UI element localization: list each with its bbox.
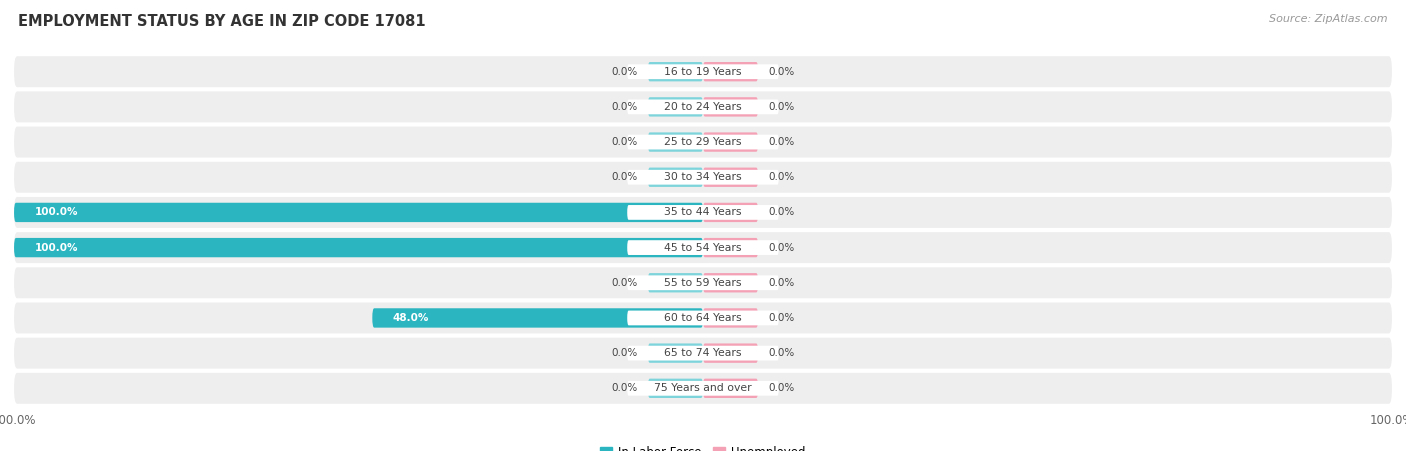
- Text: 0.0%: 0.0%: [769, 137, 794, 147]
- Text: 55 to 59 Years: 55 to 59 Years: [664, 278, 742, 288]
- FancyBboxPatch shape: [14, 267, 1392, 298]
- Text: EMPLOYMENT STATUS BY AGE IN ZIP CODE 17081: EMPLOYMENT STATUS BY AGE IN ZIP CODE 170…: [18, 14, 426, 28]
- Text: Source: ZipAtlas.com: Source: ZipAtlas.com: [1270, 14, 1388, 23]
- Text: 45 to 54 Years: 45 to 54 Years: [664, 243, 742, 253]
- FancyBboxPatch shape: [627, 381, 779, 396]
- Text: 30 to 34 Years: 30 to 34 Years: [664, 172, 742, 182]
- FancyBboxPatch shape: [627, 64, 779, 79]
- Text: 16 to 19 Years: 16 to 19 Years: [664, 67, 742, 77]
- FancyBboxPatch shape: [14, 92, 1392, 122]
- Text: 0.0%: 0.0%: [612, 172, 637, 182]
- FancyBboxPatch shape: [648, 97, 703, 116]
- FancyBboxPatch shape: [627, 240, 779, 255]
- Text: 35 to 44 Years: 35 to 44 Years: [664, 207, 742, 217]
- FancyBboxPatch shape: [14, 162, 1392, 193]
- FancyBboxPatch shape: [627, 276, 779, 290]
- FancyBboxPatch shape: [703, 344, 758, 363]
- Text: 75 Years and over: 75 Years and over: [654, 383, 752, 393]
- Text: 0.0%: 0.0%: [769, 172, 794, 182]
- FancyBboxPatch shape: [14, 338, 1392, 368]
- Text: 0.0%: 0.0%: [769, 313, 794, 323]
- Text: 0.0%: 0.0%: [769, 243, 794, 253]
- Text: 0.0%: 0.0%: [769, 207, 794, 217]
- Text: 48.0%: 48.0%: [392, 313, 429, 323]
- Text: 0.0%: 0.0%: [769, 278, 794, 288]
- FancyBboxPatch shape: [703, 203, 758, 222]
- Legend: In Labor Force, Unemployed: In Labor Force, Unemployed: [596, 441, 810, 451]
- FancyBboxPatch shape: [627, 100, 779, 114]
- Text: 20 to 24 Years: 20 to 24 Years: [664, 102, 742, 112]
- Text: 0.0%: 0.0%: [612, 102, 637, 112]
- FancyBboxPatch shape: [627, 311, 779, 325]
- Text: 0.0%: 0.0%: [769, 102, 794, 112]
- FancyBboxPatch shape: [14, 238, 703, 257]
- Text: 0.0%: 0.0%: [769, 383, 794, 393]
- Text: 65 to 74 Years: 65 to 74 Years: [664, 348, 742, 358]
- FancyBboxPatch shape: [627, 346, 779, 360]
- FancyBboxPatch shape: [648, 168, 703, 187]
- FancyBboxPatch shape: [703, 97, 758, 116]
- FancyBboxPatch shape: [14, 303, 1392, 333]
- FancyBboxPatch shape: [14, 373, 1392, 404]
- FancyBboxPatch shape: [14, 197, 1392, 228]
- FancyBboxPatch shape: [373, 308, 703, 327]
- FancyBboxPatch shape: [703, 379, 758, 398]
- Text: 0.0%: 0.0%: [612, 348, 637, 358]
- FancyBboxPatch shape: [14, 127, 1392, 157]
- FancyBboxPatch shape: [703, 273, 758, 292]
- FancyBboxPatch shape: [627, 170, 779, 184]
- FancyBboxPatch shape: [703, 133, 758, 152]
- FancyBboxPatch shape: [627, 135, 779, 149]
- Text: 100.0%: 100.0%: [35, 207, 79, 217]
- FancyBboxPatch shape: [648, 379, 703, 398]
- FancyBboxPatch shape: [627, 205, 779, 220]
- Text: 0.0%: 0.0%: [769, 67, 794, 77]
- Text: 0.0%: 0.0%: [612, 278, 637, 288]
- FancyBboxPatch shape: [703, 62, 758, 81]
- FancyBboxPatch shape: [703, 238, 758, 257]
- Text: 100.0%: 100.0%: [35, 243, 79, 253]
- FancyBboxPatch shape: [14, 232, 1392, 263]
- FancyBboxPatch shape: [648, 62, 703, 81]
- FancyBboxPatch shape: [648, 273, 703, 292]
- Text: 0.0%: 0.0%: [769, 348, 794, 358]
- Text: 60 to 64 Years: 60 to 64 Years: [664, 313, 742, 323]
- FancyBboxPatch shape: [703, 308, 758, 327]
- FancyBboxPatch shape: [648, 133, 703, 152]
- FancyBboxPatch shape: [703, 168, 758, 187]
- Text: 0.0%: 0.0%: [612, 383, 637, 393]
- FancyBboxPatch shape: [14, 56, 1392, 87]
- FancyBboxPatch shape: [14, 203, 703, 222]
- FancyBboxPatch shape: [648, 344, 703, 363]
- Text: 25 to 29 Years: 25 to 29 Years: [664, 137, 742, 147]
- Text: 0.0%: 0.0%: [612, 67, 637, 77]
- Text: 0.0%: 0.0%: [612, 137, 637, 147]
